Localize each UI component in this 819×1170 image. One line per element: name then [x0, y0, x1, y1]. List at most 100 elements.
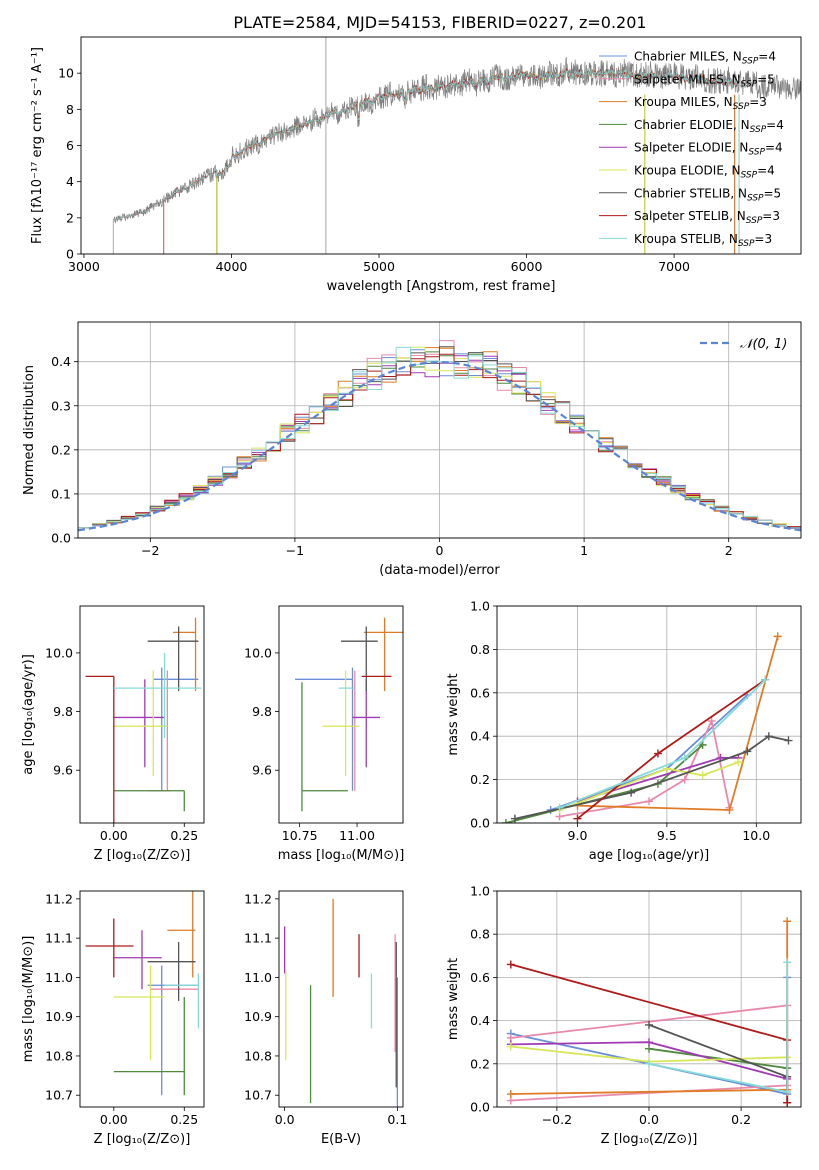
weight-marker — [783, 917, 792, 926]
x-tick-label: 6000 — [511, 259, 543, 274]
legend-nssp: =5 — [764, 186, 782, 200]
plot-area-weight-vs-Z — [506, 917, 792, 1107]
errorbar-point — [113, 670, 168, 777]
weight-marker — [645, 797, 653, 806]
y-axis-label: Flux [fλ10⁻¹⁷ erg cm⁻² s⁻¹ A⁻¹] — [30, 47, 45, 244]
weight-marker — [743, 747, 752, 756]
legend-label: Chabrier ELODIE, NSSP=4 — [634, 118, 784, 135]
x-tick-label: 5000 — [363, 259, 395, 274]
axes-frame-residual-histogram: −2 −1 0 1 2 0.0 0.1 0.2 0.3 0.4 (data-model)/error… — [22, 321, 802, 578]
weight-marker — [680, 753, 689, 762]
x-tick-label: 1 — [580, 543, 588, 558]
y-tick-label: 10.9 — [244, 1009, 272, 1024]
legend-nssp: =3 — [749, 95, 767, 109]
y-tick-label: 10.9 — [45, 1009, 73, 1024]
panel-mass-vs-ebv: 0.0 0.1 10.7 10.8 10.9 11.0 11.1 11.2 E(B-V) — [244, 890, 407, 1147]
plot-area-spectrum — [112, 37, 801, 254]
y-tick-label: 9.8 — [252, 704, 272, 719]
weight-marker — [764, 732, 773, 741]
weight-line — [505, 744, 704, 823]
panel-weight-vs-Z: −0.2 0.0 0.2 0.0 0.2 0.4 0.6 0.8 1.0 Z [log₁₀(Z/Z… — [446, 884, 802, 1147]
legend-subscript: SSP — [748, 148, 765, 158]
y-tick-label: 10.0 — [45, 645, 73, 660]
plot-area-age-vs-Z — [85, 617, 202, 823]
model-spectrum-line — [216, 68, 645, 178]
y-axis-label: mass weight — [446, 958, 461, 1040]
y-tick-label: 0 — [66, 247, 74, 262]
axes-frame-weight-vs-age: 9.0 9.5 10.0 0.0 0.2 0.4 0.6 0.8 1.0 age [log₁₀(a… — [446, 599, 802, 863]
legend-label: 𝒩(0, 1) — [740, 337, 787, 352]
y-tick-label: 0.4 — [470, 729, 490, 744]
legend-label: Chabrier MILES, NSSP=4 — [634, 50, 776, 67]
x-tick-label: 0.2 — [731, 1112, 751, 1127]
model-spectrum-line — [113, 67, 740, 221]
x-tick-label: 0.0 — [639, 1112, 659, 1127]
legend-subscript: SSP — [741, 79, 758, 89]
axes-frame-age-vs-Z: 0.00 0.25 9.6 9.8 10.0 Z [log₁₀(Z/Z⊙)] age [lo… — [21, 605, 205, 863]
x-axis-label: E(B-V) — [321, 1132, 361, 1147]
histogram-legend: 𝒩(0, 1) — [700, 337, 787, 352]
legend-text: Salpeter MILES, N — [634, 72, 741, 86]
plot-area-weight-vs-age — [501, 632, 793, 823]
axes-frame-age-vs-mass: 10.75 11.00 9.6 9.8 10.0 mass [log₁₀(M/M⊙)] — [244, 605, 404, 863]
legend-subscript: SSP — [738, 239, 755, 249]
y-tick-label: 10.8 — [45, 1048, 73, 1063]
axes-border — [278, 605, 404, 824]
legend-text: Chabrier STELIB, N — [634, 186, 747, 200]
y-tick-label: 9.8 — [53, 704, 73, 719]
weight-marker — [784, 736, 793, 745]
weight-marker — [506, 1042, 515, 1051]
errorbar-point — [113, 790, 185, 812]
y-tick-label: 0.2 — [470, 1056, 490, 1071]
weight-marker — [653, 749, 662, 758]
legend-text: Chabrier ELODIE, N — [634, 118, 750, 132]
errorbar-point — [113, 930, 162, 990]
weight-line — [559, 679, 766, 809]
panel-spectrum: 3000 4000 5000 6000 7000 0 2 4 6 8 10 wavelength [A… — [30, 36, 802, 294]
y-tick-label: 10.7 — [244, 1088, 272, 1103]
errorbar-point — [85, 675, 115, 823]
y-tick-label: 0.0 — [470, 1100, 490, 1115]
panel-age-vs-mass: 10.75 11.00 9.6 9.8 10.0 mass [log₁₀(M/M⊙)] — [244, 605, 404, 863]
weight-marker — [627, 788, 636, 797]
x-axis-label: age [log₁₀(age/yr)] — [589, 848, 710, 863]
axes-frame-mass-vs-ebv: 0.0 0.1 10.7 10.8 10.9 11.0 11.1 11.2 E(B-V) — [244, 890, 407, 1147]
x-tick-label: 9.0 — [568, 828, 588, 843]
weight-marker — [761, 675, 770, 684]
x-tick-label: 3000 — [68, 259, 100, 274]
errorbar-point — [113, 679, 165, 768]
weight-line — [648, 962, 789, 1094]
errorbar-point — [322, 670, 360, 777]
x-tick-label: −1 — [286, 543, 304, 558]
panel-age-vs-Z: 0.00 0.25 9.6 9.8 10.0 Z [log₁₀(Z/Z⊙)] age [lo… — [21, 605, 205, 863]
errorbar-point — [113, 965, 165, 1060]
y-axis-label: Normed distribution — [22, 365, 37, 495]
histogram-step — [78, 353, 801, 529]
x-tick-label: 0 — [436, 543, 444, 558]
legend-label: Salpeter MILES, NSSP=5 — [634, 72, 775, 89]
y-tick-label: 11.1 — [244, 931, 272, 946]
errorbar-point — [147, 942, 196, 1001]
legend-subscript: SSP — [746, 216, 763, 226]
errorbar-point — [85, 918, 134, 978]
errorbar-point — [363, 617, 403, 692]
y-tick-label: 11.0 — [244, 970, 272, 985]
weight-marker — [734, 758, 743, 767]
legend-subscript: SSP — [742, 57, 759, 67]
weight-marker — [725, 805, 734, 814]
y-tick-label: 0.1 — [51, 486, 71, 501]
errorbar-point — [153, 667, 199, 791]
plot-area-mass-vs-ebv — [283, 898, 399, 1107]
y-tick-label: 9.6 — [53, 763, 73, 778]
x-tick-label: 10.75 — [282, 828, 318, 843]
y-tick-label: 0.6 — [470, 685, 490, 700]
legend-subscript: SSP — [733, 102, 750, 112]
axes-border — [278, 890, 404, 1108]
axes-border — [79, 890, 205, 1108]
y-tick-label: 8 — [66, 102, 74, 117]
panel-residual-histogram: −2 −1 0 1 2 0.0 0.1 0.2 0.3 0.4 (data-model)/error… — [22, 321, 802, 578]
model-spectrum-line — [216, 67, 645, 177]
